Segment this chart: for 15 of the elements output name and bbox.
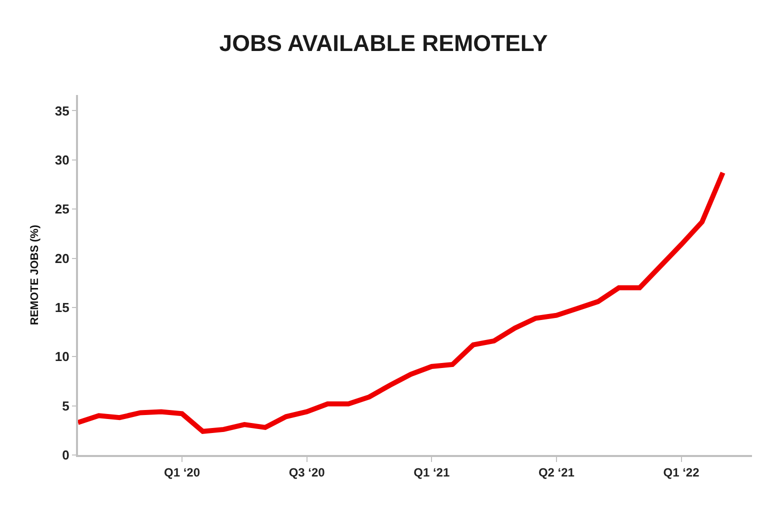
y-tick-label: 5 xyxy=(62,398,70,414)
y-tick-label: 15 xyxy=(54,300,70,316)
y-axis-title: REMOTE JOBS (%) xyxy=(29,224,42,326)
x-tick-label: Q1 ‘21 xyxy=(414,465,450,480)
x-tick-label: Q1 ‘20 xyxy=(164,465,200,480)
y-tick-label: 10 xyxy=(54,349,70,364)
chart-title: JOBS AVAILABLE REMOTELY xyxy=(219,30,548,56)
x-tick-label: Q3 ‘20 xyxy=(288,465,326,480)
y-tick-label: 0 xyxy=(62,448,70,463)
x-tick-label: Q1 ‘22 xyxy=(663,465,700,480)
y-tick-label: 20 xyxy=(54,250,70,266)
x-tick-label: Q2 ‘21 xyxy=(538,465,575,480)
y-tick-label: 25 xyxy=(54,202,70,217)
y-tick-label: 35 xyxy=(54,103,70,118)
y-tick-label: 30 xyxy=(54,152,70,168)
